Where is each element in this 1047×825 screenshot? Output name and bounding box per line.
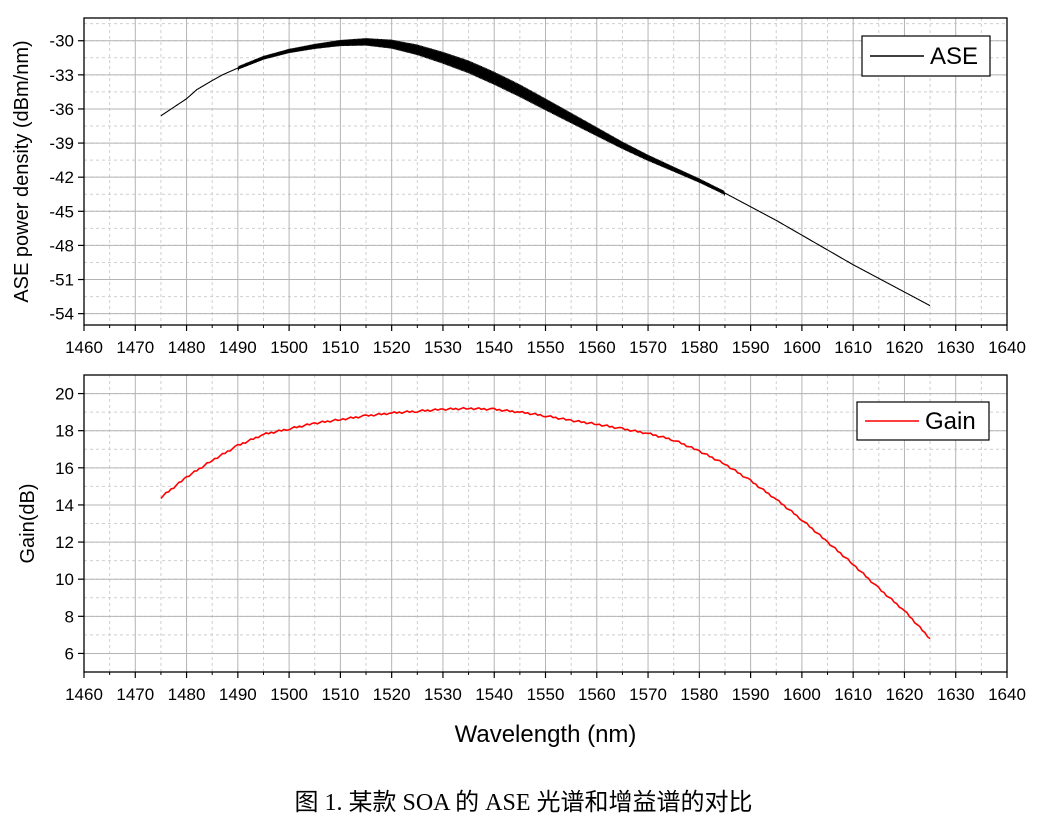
x-tick-label: 1460 <box>65 338 103 357</box>
x-tick-label: 1550 <box>527 338 565 357</box>
x-tick-label: 1600 <box>783 338 821 357</box>
grid-lines <box>84 18 1007 325</box>
x-tick-label: 1470 <box>116 338 154 357</box>
x-tick-label: 1480 <box>168 685 206 704</box>
x-tick-label: 1520 <box>373 338 411 357</box>
y-tick-label: 8 <box>65 607 74 626</box>
gain-series-line <box>160 406 931 640</box>
gain-panel: 1460 1470 1480 1490 1500 1510 1520 1530 1540 1550… <box>17 374 1026 748</box>
x-tick-label: 1500 <box>270 338 308 357</box>
grid-lines <box>84 375 1007 672</box>
x-tick-label: 1590 <box>732 338 770 357</box>
x-tick-label: 1460 <box>65 685 103 704</box>
legend: ASE <box>861 35 991 77</box>
x-tick-label: 1610 <box>834 338 872 357</box>
x-tick-label: 1620 <box>886 685 924 704</box>
y-tick-label: 20 <box>55 385 74 404</box>
x-axis-title: Wavelength (nm) <box>455 721 637 748</box>
y-tick-label: 10 <box>55 570 74 589</box>
x-tick-label: 1540 <box>475 685 513 704</box>
y-tick-label: 14 <box>55 496 74 515</box>
x-tick-label: 1490 <box>219 685 257 704</box>
y-tick-label: 16 <box>55 459 74 478</box>
y-tick-label: -33 <box>49 66 74 85</box>
y-tick-label: 12 <box>55 533 74 552</box>
y-tick-label: -30 <box>49 32 74 51</box>
y-axis-title: Gain(dB) <box>17 483 39 563</box>
x-tick-label: 1640 <box>988 338 1026 357</box>
x-tick-label: 1520 <box>373 685 411 704</box>
x-tick-label: 1510 <box>321 685 359 704</box>
x-tick-label: 1550 <box>527 685 565 704</box>
x-tick-label: 1570 <box>629 338 667 357</box>
x-tick-label: 1480 <box>168 338 206 357</box>
x-tick-label: 1630 <box>937 685 975 704</box>
x-tick-label: 1500 <box>270 685 308 704</box>
x-tick-label: 1580 <box>680 685 718 704</box>
x-tick-label: 1610 <box>834 685 872 704</box>
x-tick-label: 1580 <box>680 338 718 357</box>
figure: 1460 1470 1480 1490 1500 1510 1520 1530 1540 1550… <box>11 17 1026 748</box>
x-tick-label: 1570 <box>629 685 667 704</box>
legend-label: ASE <box>930 43 978 70</box>
y-tick-label: -39 <box>49 134 74 153</box>
x-tick-label: 1530 <box>424 338 462 357</box>
y-tick-label: -54 <box>49 305 74 324</box>
x-tick-label: 1510 <box>321 338 359 357</box>
x-tick-label: 1630 <box>937 338 975 357</box>
x-tick-label: 1600 <box>783 685 821 704</box>
x-tick-label: 1640 <box>988 685 1026 704</box>
x-tick-label: 1540 <box>475 338 513 357</box>
x-tick-label: 1560 <box>578 685 616 704</box>
y-axis-title: ASE power density (dBm/nm) <box>11 40 33 302</box>
x-tick-label: 1530 <box>424 685 462 704</box>
y-tick-label: -51 <box>49 271 74 290</box>
legend-label: Gain <box>925 408 976 435</box>
x-tick-label: 1490 <box>219 338 257 357</box>
x-tick-label: 1590 <box>732 685 770 704</box>
y-tick-label: -36 <box>49 100 74 119</box>
ase-panel: 1460 1470 1480 1490 1500 1510 1520 1530 1540 1550… <box>11 17 1026 357</box>
x-tick-label: 1470 <box>116 685 154 704</box>
figure-caption: 图 1. 某款 SOA 的 ASE 光谱和增益谱的对比 <box>294 790 753 816</box>
y-tick-label: -42 <box>49 168 74 187</box>
y-tick-label: 6 <box>65 644 74 663</box>
ase-series-line <box>160 38 931 307</box>
x-tick-label: 1560 <box>578 338 616 357</box>
y-tick-label: -45 <box>49 202 74 221</box>
legend: Gain <box>856 401 990 441</box>
y-tick-label: 18 <box>55 422 74 441</box>
x-tick-label: 1620 <box>886 338 924 357</box>
y-tick-label: -48 <box>49 236 74 255</box>
